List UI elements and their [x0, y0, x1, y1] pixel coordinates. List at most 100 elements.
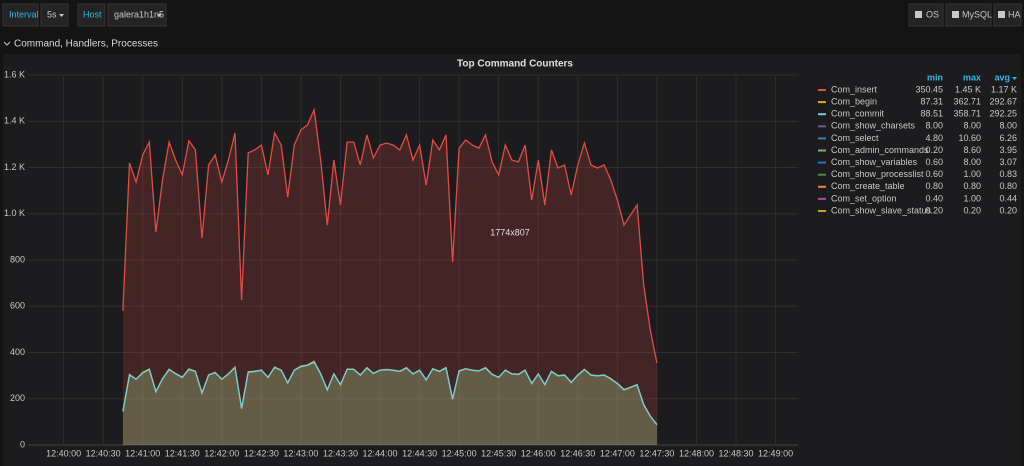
legend-name[interactable]: Com_commit	[831, 109, 885, 119]
annotation: 1774x807	[490, 227, 530, 237]
x-tick-label: 12:45:00	[442, 448, 477, 458]
caret	[157, 14, 162, 17]
icon	[998, 11, 1005, 18]
legend-avg: 3.95	[999, 145, 1017, 155]
legend-min: 0.20	[925, 145, 943, 155]
interval-label-box	[2, 3, 39, 27]
legend-avg: 6.26	[999, 133, 1017, 143]
interval-select[interactable]	[40, 3, 69, 27]
x-tick-label: 12:47:00	[600, 448, 635, 458]
legend-header[interactable]: avg	[994, 72, 1010, 82]
legend-name[interactable]: Com_begin	[831, 96, 877, 106]
legend-min: 8.00	[925, 121, 943, 131]
legend-avg: 0.83	[999, 169, 1017, 179]
interval-value[interactable]: 5s	[47, 9, 57, 19]
legend-name[interactable]: Com_select	[831, 133, 879, 143]
legend-name[interactable]: Com_show_variables	[831, 157, 918, 167]
x-tick-label: 12:44:30	[402, 448, 437, 458]
y-tick-label: 400	[10, 347, 25, 357]
legend-max: 0.20	[963, 205, 981, 215]
legend-max: 1.00	[963, 193, 981, 203]
legend-max: 1.45 K	[955, 84, 981, 94]
y-tick-label: 1.0 K	[4, 208, 25, 218]
host-label: Host	[83, 9, 102, 19]
legend-min: 0.40	[925, 193, 943, 203]
legend-min: 4.80	[925, 133, 943, 143]
y-tick-label: 600	[10, 301, 25, 311]
x-tick-label: 12:43:00	[283, 448, 318, 458]
legend-min: 0.60	[925, 157, 943, 167]
legend-min: 0.60	[925, 169, 943, 179]
legend-name[interactable]: Com_admin_commands	[831, 145, 929, 155]
link-button[interactable]	[993, 3, 1022, 27]
series-line	[122, 361, 658, 425]
series-area	[122, 109, 657, 446]
host-select[interactable]	[107, 3, 167, 27]
x-tick-label: 12:42:30	[244, 448, 279, 458]
x-tick-label: 12:48:00	[679, 448, 714, 458]
x-tick-label: 12:43:30	[323, 448, 358, 458]
legend-max: 362.71	[953, 96, 981, 106]
x-tick-label: 12:41:00	[125, 448, 160, 458]
legend-avg: 292.67	[989, 96, 1017, 106]
legend-max: 1.00	[963, 169, 981, 179]
legend-min: 87.31	[920, 96, 943, 106]
sort-caret	[1012, 77, 1017, 80]
y-tick-label: 1.6 K	[4, 69, 25, 79]
legend-min: 350.45	[915, 84, 943, 94]
legend-name[interactable]: Com_create_table	[831, 181, 905, 191]
legend-avg: 8.00	[999, 121, 1017, 131]
legend-min: 0.80	[925, 181, 943, 191]
x-tick-label: 12:46:30	[560, 448, 595, 458]
legend-avg: 0.80	[999, 181, 1017, 191]
caret	[59, 14, 64, 17]
legend-name[interactable]: Com_show_charsets	[831, 121, 916, 131]
legend-min: 88.51	[920, 109, 943, 119]
x-tick-label: 12:40:30	[86, 448, 121, 458]
y-tick-label: 1.2 K	[4, 162, 25, 172]
legend-avg: 292.25	[989, 109, 1017, 119]
x-tick-label: 12:46:00	[521, 448, 556, 458]
y-tick-label: 800	[10, 254, 25, 264]
x-tick-label: 12:41:30	[165, 448, 200, 458]
legend-max: 358.71	[953, 109, 981, 119]
legend-min: 0.20	[925, 205, 943, 215]
x-tick-label: 12:45:30	[481, 448, 516, 458]
legend-name[interactable]: Com_insert	[831, 84, 878, 94]
panel-title[interactable]: Top Command Counters	[457, 59, 573, 70]
legend-max: 0.80	[963, 181, 981, 191]
legend-avg: 3.07	[999, 157, 1017, 167]
icon	[952, 11, 959, 18]
legend-max: 8.00	[963, 157, 981, 167]
host-label-box	[77, 3, 106, 27]
legend-name[interactable]: Com_show_slave_status	[831, 205, 932, 215]
link-label[interactable]: MySQL	[962, 9, 992, 19]
legend-header[interactable]: max	[963, 72, 981, 82]
series-area	[122, 361, 657, 445]
legend-name[interactable]: Com_show_processlist	[831, 169, 924, 179]
row-toggle[interactable]	[3, 41, 11, 46]
legend-avg: 0.20	[999, 205, 1017, 215]
plot: 0 200 400 600 800 1.0 K 1.2 K 1.4 K 1.6 K 12:40:0…	[4, 69, 798, 458]
x-tick-label: 12:42:00	[204, 448, 239, 458]
legend-max: 8.60	[963, 145, 981, 155]
y-tick-label: 200	[10, 393, 25, 403]
host-value[interactable]: galera1h1n5	[114, 9, 164, 19]
toolbar: Interval 5s Host galera1h1n5 OS MySQL HA	[2, 3, 1022, 27]
y-tick-label: 0	[20, 439, 25, 449]
x-tick-label: 12:49:00	[758, 448, 793, 458]
link-label[interactable]: OS	[926, 9, 939, 19]
icon	[915, 11, 922, 18]
series-area	[122, 362, 657, 445]
legend-name[interactable]: Com_set_option	[831, 193, 897, 203]
link-button[interactable]	[945, 3, 992, 27]
row-title[interactable]: Command, Handlers, Processes	[14, 39, 158, 50]
legend-max: 10.60	[958, 133, 981, 143]
link-button[interactable]	[908, 3, 944, 27]
legend-header[interactable]: min	[927, 72, 943, 82]
x-tick-label: 12:44:00	[363, 448, 398, 458]
legend-avg: 0.44	[999, 193, 1017, 203]
x-tick-label: 12:40:00	[46, 448, 81, 458]
link-label[interactable]: HA	[1008, 9, 1021, 19]
